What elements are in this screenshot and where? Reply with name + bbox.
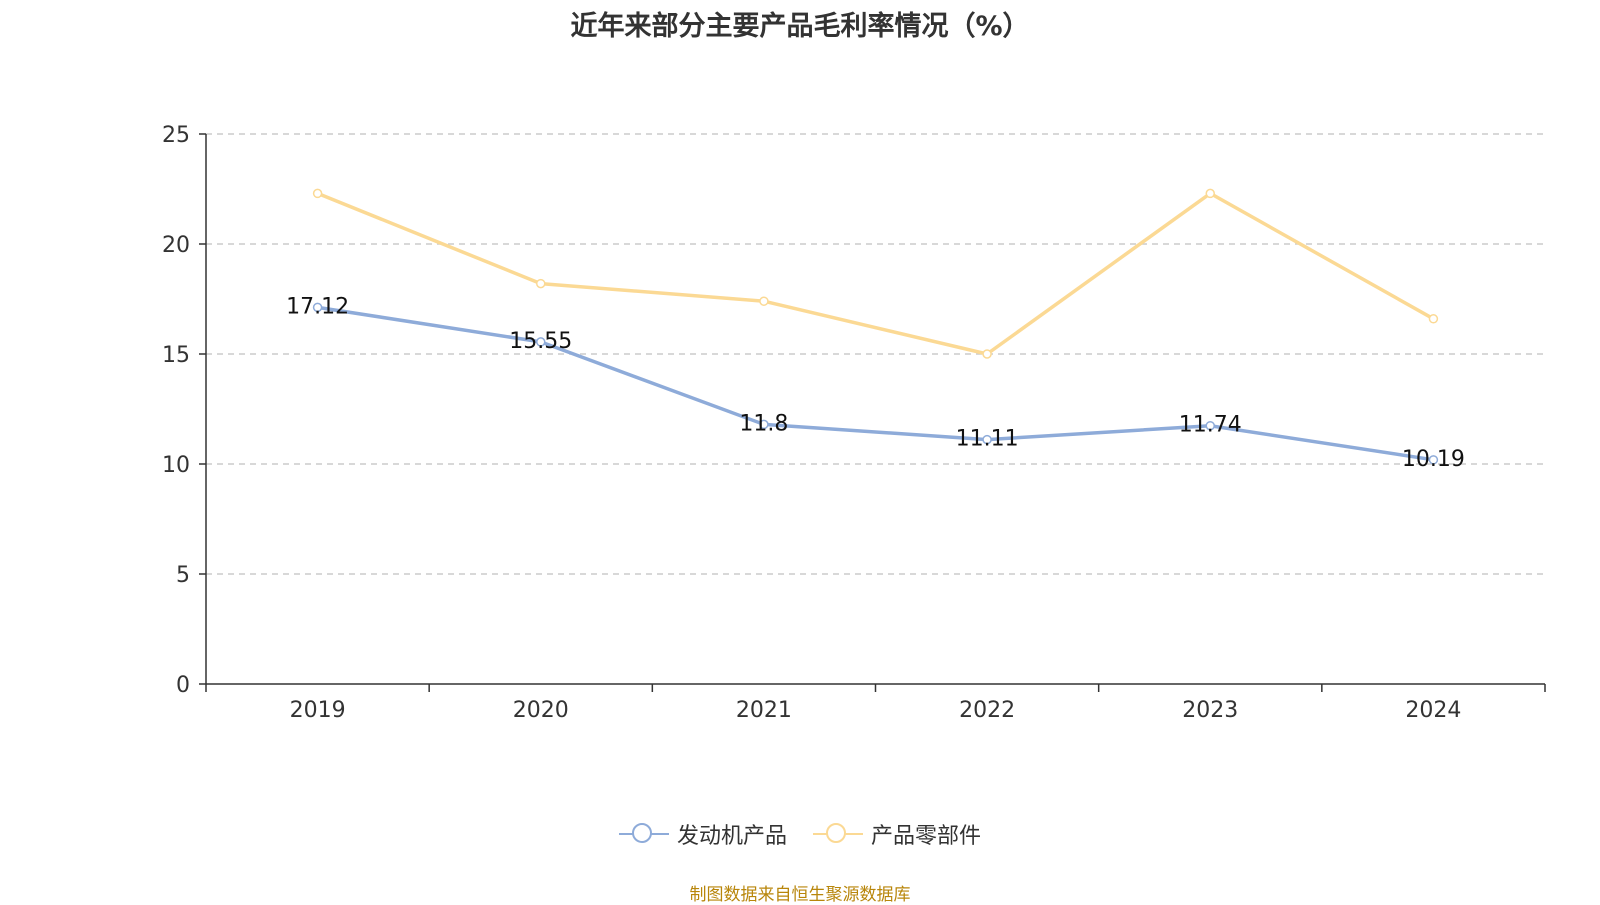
data-point xyxy=(1205,420,1215,431)
legend-series2-icon xyxy=(813,822,863,846)
x-tick-label: 2023 xyxy=(1182,698,1238,723)
data-point xyxy=(1205,188,1215,199)
data-label: 11.8 xyxy=(739,411,788,436)
data-point xyxy=(1428,314,1439,324)
data-label: 11.74 xyxy=(1179,413,1242,438)
data-labels: 17.12 15.55 11.8 11.11 11.74 10.19 xyxy=(286,294,1465,471)
data-label: 17.12 xyxy=(286,294,349,319)
data-point xyxy=(312,302,323,313)
y-tick-label: 5 xyxy=(176,563,190,588)
data-point xyxy=(982,434,992,445)
data-point xyxy=(312,188,323,199)
data-point xyxy=(759,296,769,306)
legend-label: 发动机产品 xyxy=(676,824,787,849)
data-point xyxy=(1428,455,1439,465)
data-label: 15.55 xyxy=(509,329,572,354)
legend-label: 产品零部件 xyxy=(871,824,982,849)
grid-lines xyxy=(206,133,1545,575)
series-line-1 xyxy=(317,305,1434,462)
y-tick-label: 20 xyxy=(162,233,190,258)
legend: 发动机产品 产品零部件 xyxy=(0,818,1600,850)
legend-item-parts[interactable]: 产品零部件 xyxy=(813,818,981,850)
chart-title: 近年来部分主要产品毛利率情况（%） xyxy=(570,11,1030,42)
axes: 0 5 10 15 20 25 2019 2020 2021 2022 2023 2024 xyxy=(162,123,1546,723)
x-tick-label: 2020 xyxy=(513,698,569,723)
source-note: 制图数据来自恒生聚源数据库 xyxy=(689,885,911,905)
y-tick-label: 25 xyxy=(162,123,190,148)
x-tick-label: 2022 xyxy=(959,698,1015,723)
x-tick-label: 2021 xyxy=(736,698,792,723)
data-label: 10.19 xyxy=(1402,447,1465,472)
data-label: 11.11 xyxy=(956,427,1019,452)
data-point xyxy=(536,337,546,347)
x-tick-label: 2019 xyxy=(290,698,346,723)
y-tick-label: 15 xyxy=(162,343,190,368)
series xyxy=(312,188,1439,465)
data-point xyxy=(536,278,546,289)
data-point xyxy=(759,419,769,430)
legend-series1-icon xyxy=(618,822,669,846)
y-tick-label: 0 xyxy=(176,673,190,698)
series-line-2 xyxy=(316,191,1435,356)
x-tick-label: 2024 xyxy=(1405,698,1461,723)
data-point xyxy=(982,349,992,359)
legend-item-engine[interactable]: 发动机产品 xyxy=(618,818,787,850)
y-tick-label: 10 xyxy=(162,453,190,478)
